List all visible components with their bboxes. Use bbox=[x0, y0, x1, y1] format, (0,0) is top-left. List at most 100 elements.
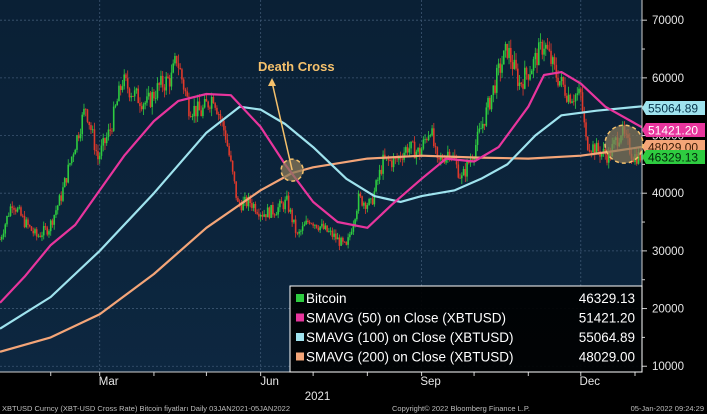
bitcoin-candle-body bbox=[523, 67, 526, 89]
bitcoin-candle-body bbox=[293, 219, 295, 223]
bitcoin-candle-body bbox=[530, 70, 533, 75]
bitcoin-candle-body bbox=[637, 152, 640, 164]
bitcoin-candle-body bbox=[256, 212, 258, 214]
bitcoin-candle-body bbox=[377, 179, 379, 181]
bitcoin-candle-body bbox=[51, 220, 54, 225]
bitcoin-candle-body bbox=[263, 214, 265, 217]
bitcoin-candle-body bbox=[294, 219, 297, 233]
bitcoin-candle-body bbox=[572, 101, 575, 103]
bitcoin-candle-body bbox=[471, 159, 474, 161]
bitcoin-candle-body bbox=[455, 160, 458, 165]
bitcoin-candle-body bbox=[487, 97, 489, 108]
bitcoin-candle-body bbox=[209, 107, 211, 109]
bitcoin-candle-body bbox=[72, 154, 75, 157]
bitcoin-candle-body bbox=[544, 44, 547, 49]
bitcoin-candle-body bbox=[172, 63, 174, 73]
bitcoin-candle-body bbox=[483, 123, 486, 126]
bitcoin-candle-body bbox=[205, 99, 208, 102]
bitcoin-candle-body bbox=[588, 149, 591, 152]
bitcoin-candle-body bbox=[25, 219, 28, 228]
bitcoin-candle-body bbox=[506, 43, 509, 58]
bitcoin-candle-body bbox=[237, 197, 239, 202]
bitcoin-candle-body bbox=[34, 229, 36, 234]
bitcoin-candle-body bbox=[65, 178, 68, 183]
bitcoin-candle-body bbox=[350, 231, 353, 235]
bitcoin-candle-body bbox=[196, 101, 199, 117]
bitcoin-candle-body bbox=[249, 196, 251, 204]
legend-value-ma50: 51421.20 bbox=[579, 311, 635, 326]
bitcoin-candle-body bbox=[14, 209, 17, 212]
bitcoin-candle-body bbox=[228, 146, 230, 156]
bitcoin-candle-body bbox=[461, 175, 463, 179]
bitcoin-candle-body bbox=[287, 195, 290, 212]
bitcoin-candle-body bbox=[242, 200, 244, 211]
legend-name-btc: Bitcoin bbox=[306, 291, 347, 306]
bitcoin-candle-body bbox=[478, 128, 481, 132]
bitcoin-candle-body bbox=[77, 135, 80, 139]
bitcoin-candle-body bbox=[314, 224, 316, 226]
bitcoin-candle-body bbox=[189, 116, 192, 118]
bitcoin-candle-body bbox=[338, 237, 341, 246]
bitcoin-candle-body bbox=[55, 210, 57, 215]
bitcoin-candle-body bbox=[504, 43, 507, 51]
bitcoin-candle-body bbox=[543, 48, 545, 55]
bitcoin-candle-body bbox=[219, 114, 222, 119]
bitcoin-candle-body bbox=[18, 207, 21, 209]
bitcoin-candle-body bbox=[298, 231, 300, 234]
latest-cross-circle bbox=[604, 124, 644, 164]
bitcoin-candle-body bbox=[359, 193, 362, 197]
bitcoin-candle-body bbox=[489, 97, 491, 110]
bitcoin-candle-body bbox=[30, 226, 33, 231]
bitcoin-candle-body bbox=[639, 152, 642, 161]
bitcoin-candle-body bbox=[464, 169, 467, 177]
bitcoin-candle-body bbox=[245, 196, 248, 207]
bitcoin-candle-body bbox=[286, 195, 288, 200]
bitcoin-candle-body bbox=[363, 202, 365, 206]
y-tick-label: 70000 bbox=[652, 15, 684, 27]
bitcoin-candle-body bbox=[567, 94, 570, 102]
x-tick-label: Sep bbox=[420, 376, 440, 388]
bitcoin-candle-body bbox=[6, 215, 8, 225]
bitcoin-candle-body bbox=[88, 121, 91, 126]
bitcoin-candle-body bbox=[593, 144, 596, 155]
legend-swatch-ma50 bbox=[296, 313, 304, 322]
bitcoin-candle-body bbox=[198, 101, 201, 111]
legend-swatch-ma100 bbox=[296, 333, 304, 341]
y-tick-label: 30000 bbox=[652, 246, 684, 258]
bitcoin-candle-body bbox=[21, 215, 24, 217]
bitcoin-candle-body bbox=[315, 224, 318, 228]
bitcoin-candle-body bbox=[139, 103, 141, 107]
bitcoin-candle-body bbox=[2, 233, 5, 237]
bitcoin-candle-body bbox=[272, 204, 274, 215]
bitcoin-candle-body bbox=[345, 241, 348, 245]
bitcoin-candle-body bbox=[291, 209, 293, 223]
axis-background bbox=[642, 0, 707, 400]
bitcoin-candle-body bbox=[375, 180, 377, 192]
bitcoin-candle-body bbox=[154, 98, 157, 100]
bitcoin-candle-body bbox=[529, 74, 531, 80]
bitcoin-candle-body bbox=[46, 227, 49, 235]
bitcoin-candle-body bbox=[147, 92, 150, 97]
bitcoin-candle-body bbox=[583, 111, 586, 123]
bitcoin-candle-body bbox=[0, 239, 1, 241]
y-axis: 10000200003000040000500006000070000 bbox=[641, 0, 684, 373]
bitcoin-candle-body bbox=[571, 101, 573, 103]
bitcoin-candle-body bbox=[431, 128, 433, 136]
value-tag-text-ma100: 55064.89 bbox=[648, 102, 698, 116]
bitcoin-candle-body bbox=[536, 52, 538, 66]
bitcoin-candle-body bbox=[81, 114, 84, 135]
y-tick-label: 60000 bbox=[652, 73, 684, 85]
bitcoin-candle-body bbox=[56, 205, 59, 211]
bitcoin-candle-body bbox=[492, 85, 495, 95]
bitcoin-candle-body bbox=[135, 88, 138, 91]
bitcoin-candle-body bbox=[546, 44, 549, 49]
bitcoin-candle-body bbox=[170, 72, 173, 87]
death-cross-annotation: Death Cross bbox=[258, 59, 644, 182]
bitcoin-candle-body bbox=[389, 160, 391, 162]
bitcoin-candle-body bbox=[116, 101, 119, 106]
bitcoin-candle-body bbox=[300, 230, 302, 232]
value-tag-text-ma50: 51421.20 bbox=[648, 124, 698, 138]
bitcoin-candle-body bbox=[551, 57, 554, 64]
bitcoin-candle-body bbox=[326, 225, 328, 232]
